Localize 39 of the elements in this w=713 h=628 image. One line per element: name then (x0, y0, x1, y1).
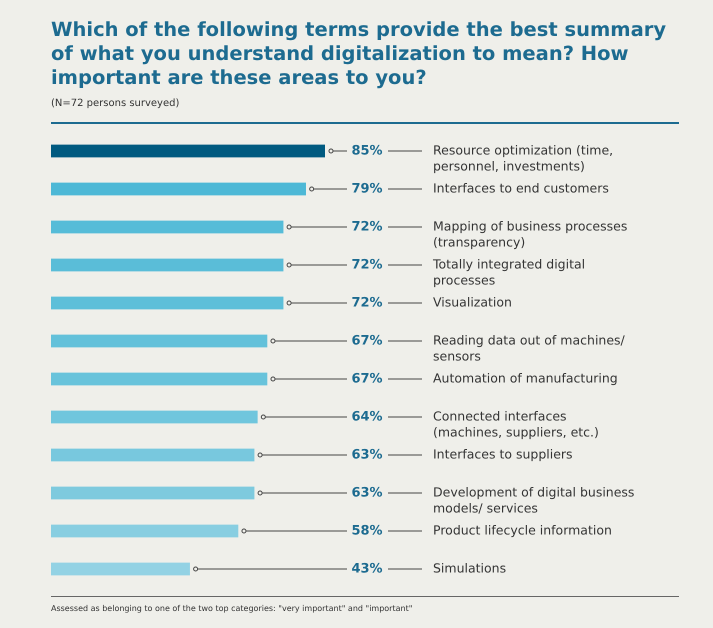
bar (51, 258, 284, 272)
y-tick-label: Connected interfaces (machines, suppliers, etc.) (433, 408, 599, 440)
bar (51, 410, 258, 424)
bar (51, 486, 254, 500)
data-label: 72% (351, 219, 383, 234)
data-label: 63% (351, 447, 383, 462)
y-tick-label: Visualization (433, 294, 512, 310)
data-label: 64% (351, 409, 383, 424)
y-tick-label: Reading data out of machines/ sensors (433, 332, 626, 364)
chart-title: Which of the following terms provide the best summary of what you understand digitalization to mean? How important are these areas to you? (51, 18, 668, 90)
y-tick-label: Simulations (433, 560, 506, 576)
data-label: 67% (351, 333, 383, 348)
data-label: 43% (351, 561, 383, 576)
bar (51, 372, 268, 386)
y-tick-label: Interfaces to end customers (433, 180, 609, 196)
bar (51, 220, 284, 234)
data-label: 58% (351, 523, 383, 538)
y-tick-label: Automation of manufacturing (433, 370, 618, 386)
data-label: 63% (351, 485, 383, 500)
y-tick-label: Development of digital business models/ services (433, 484, 634, 516)
y-tick-label: Interfaces to suppliers (433, 446, 573, 462)
bar (51, 524, 238, 538)
bar (51, 334, 268, 348)
y-tick-label: Mapping of business processes (transparency) (433, 218, 628, 250)
chart-subtitle: (N=72 persons surveyed) (51, 98, 180, 109)
y-tick-label: Product lifecycle information (433, 522, 612, 538)
text: Assessed as belonging to one of the two top categories: "very important" and "important" (51, 604, 412, 613)
data-label: 79% (351, 181, 383, 196)
data-label: 72% (351, 257, 383, 272)
bar (51, 448, 254, 462)
y-tick-label: Resource optimization (time, personnel, investments) (433, 142, 614, 174)
bar (51, 144, 325, 158)
bar (51, 182, 306, 196)
bar (51, 296, 284, 310)
y-tick-label: Totally integrated digital processes (432, 256, 586, 288)
data-label: 72% (351, 295, 383, 310)
data-label: 85% (351, 143, 383, 158)
data-label: 67% (351, 371, 383, 386)
bar (51, 562, 190, 576)
